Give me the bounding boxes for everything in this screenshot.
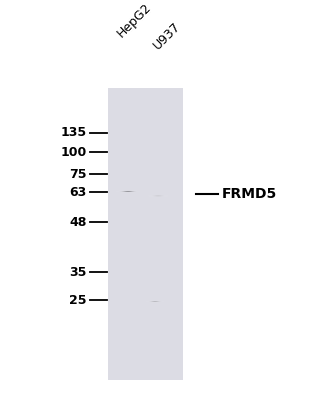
Text: 48: 48 xyxy=(70,215,87,229)
Text: 63: 63 xyxy=(70,186,87,198)
Text: 100: 100 xyxy=(61,146,87,158)
Text: FRMD5: FRMD5 xyxy=(222,187,277,201)
Bar xyxy=(108,88,183,380)
Text: 135: 135 xyxy=(61,126,87,140)
Text: 25: 25 xyxy=(70,294,87,306)
Text: U937: U937 xyxy=(151,20,183,52)
Text: 35: 35 xyxy=(70,265,87,279)
Text: 75: 75 xyxy=(70,168,87,180)
Text: HepG2: HepG2 xyxy=(115,1,154,40)
